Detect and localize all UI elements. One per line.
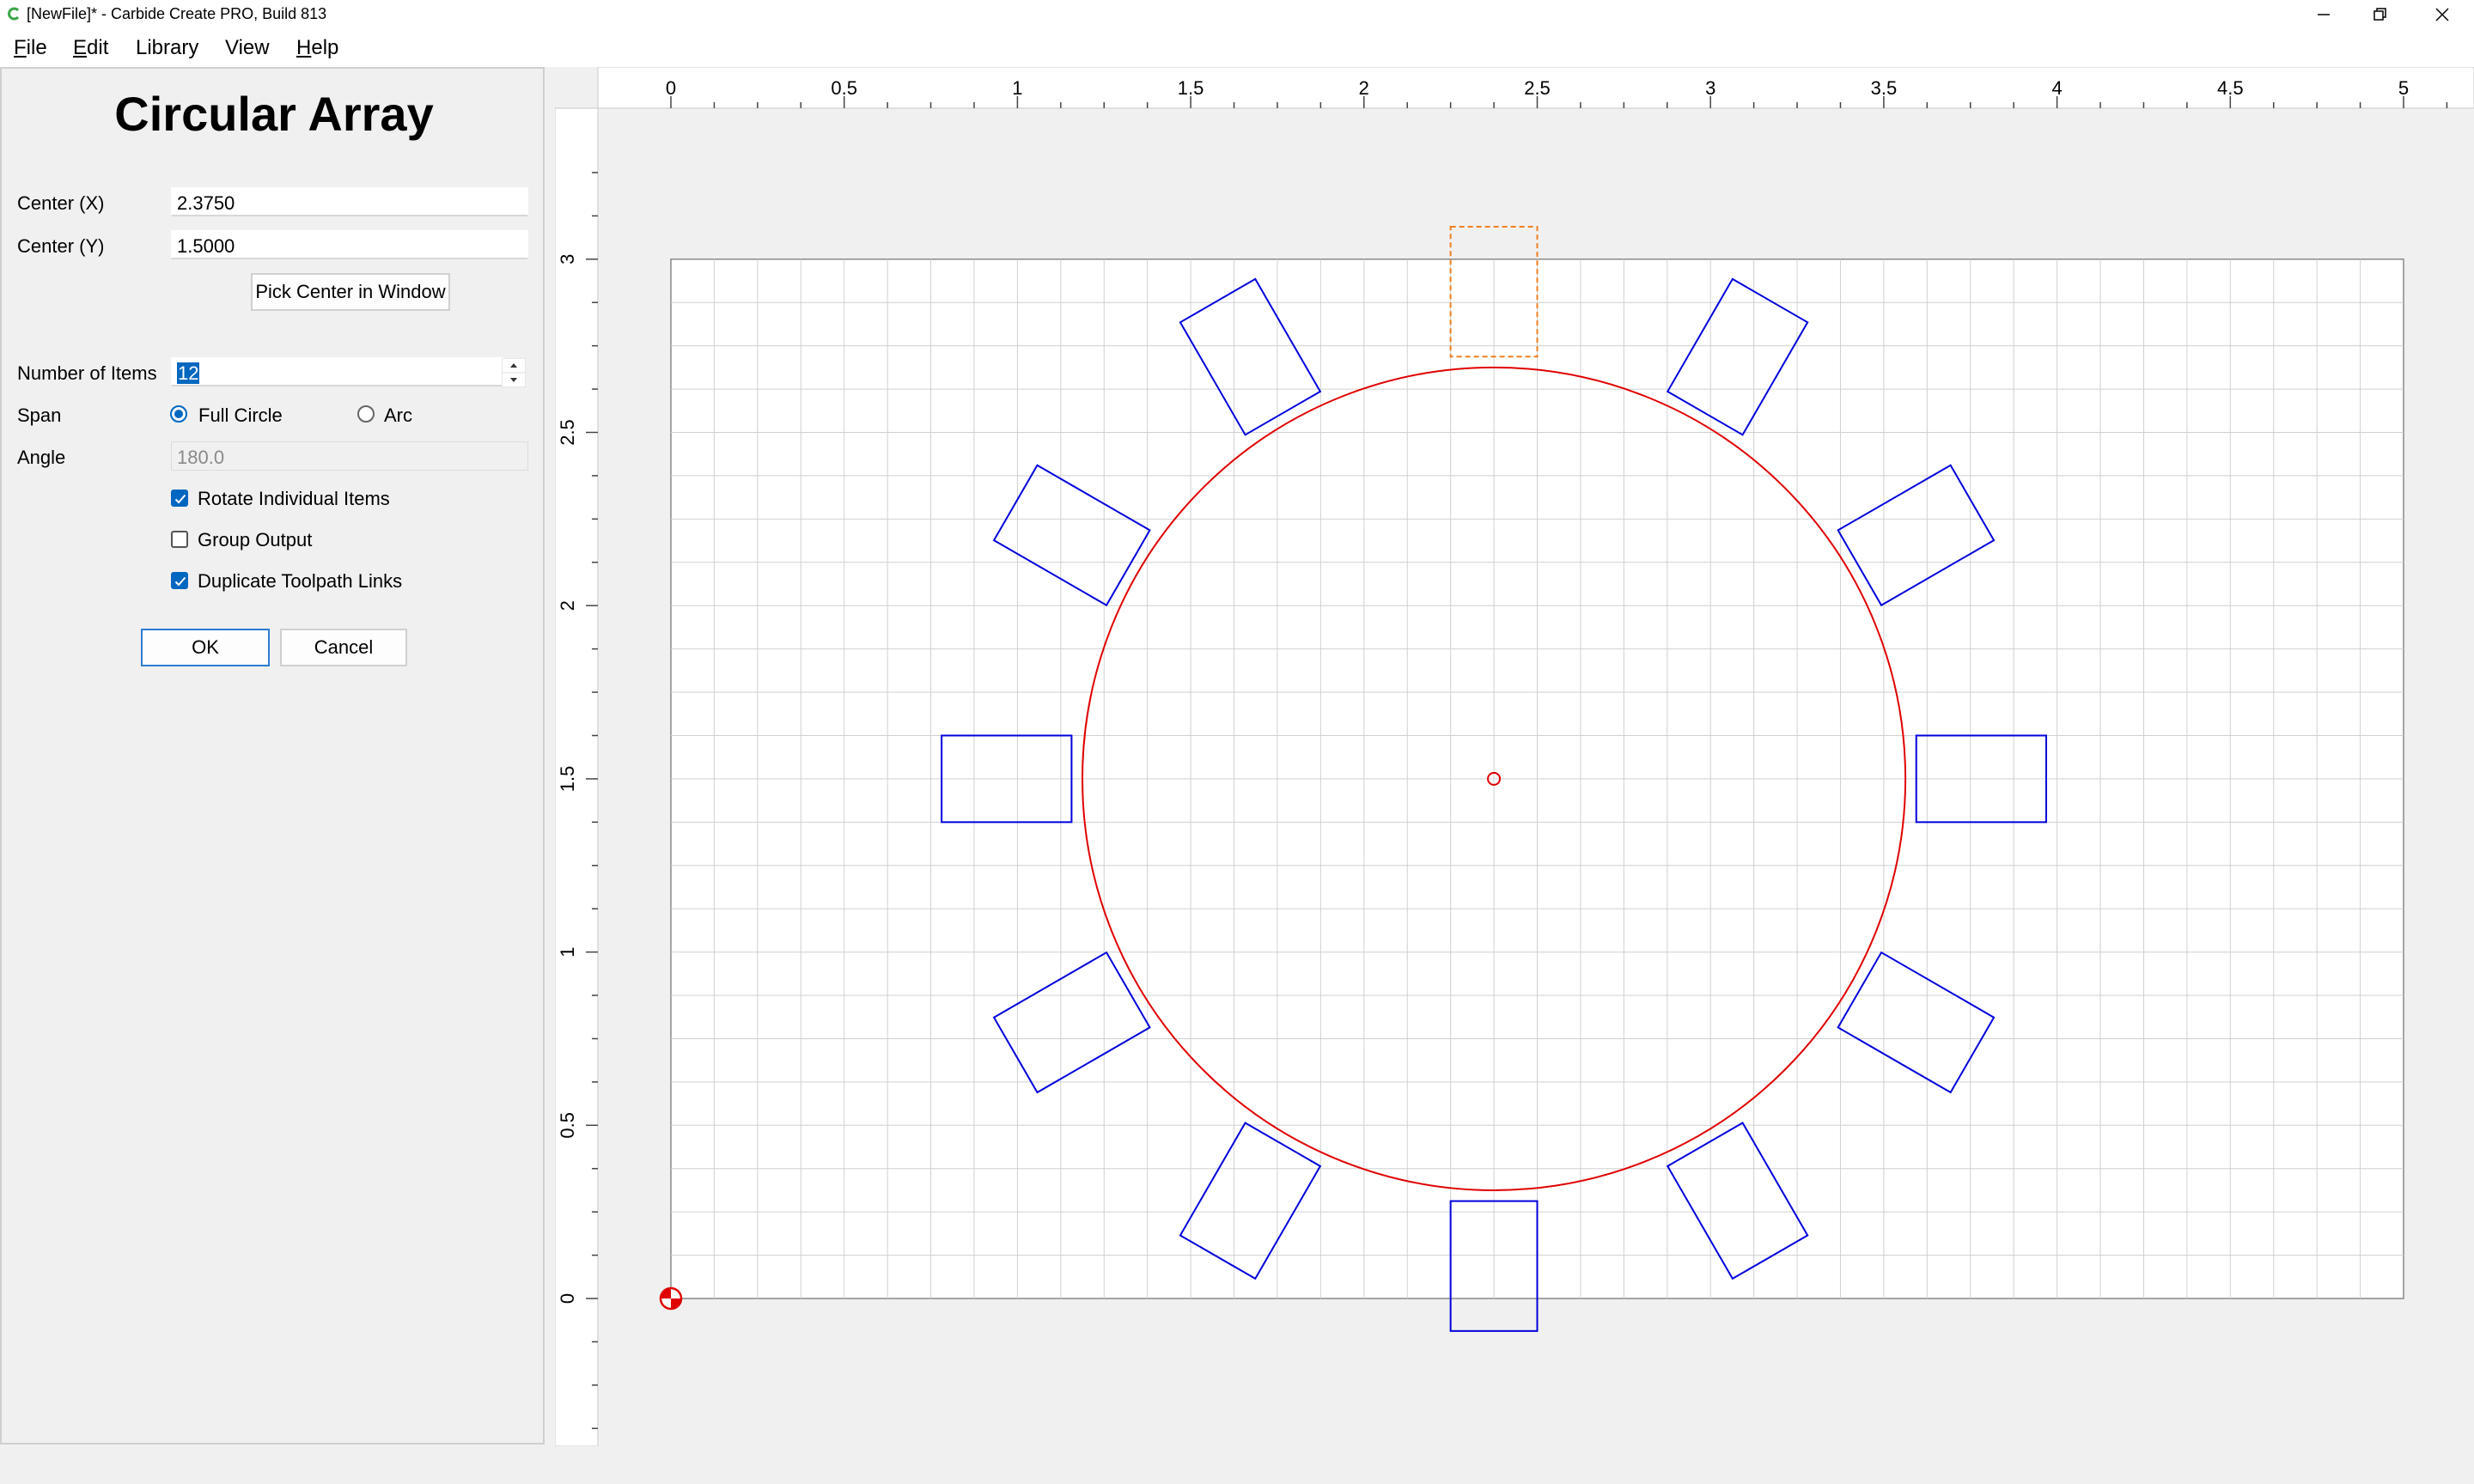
menu-view[interactable]: View	[225, 36, 270, 59]
span-label: Span	[17, 404, 62, 426]
menu-file[interactable]: File	[14, 36, 47, 59]
array-item	[1179, 277, 1322, 436]
array-center-marker	[1487, 771, 1502, 786]
center-x-input[interactable]: 2.3750	[171, 187, 528, 216]
pick-center-button[interactable]: Pick Center in Window	[251, 273, 450, 311]
window-title: [NewFile]* - Carbide Create PRO, Build 8…	[27, 5, 327, 22]
group-output-checkbox[interactable]	[171, 531, 188, 548]
center-y-label: Center (Y)	[17, 235, 105, 257]
title-bar[interactable]: [NewFile]* - Carbide Create PRO, Build 8…	[0, 0, 2474, 29]
checkmark-icon	[174, 494, 186, 504]
x-ruler-label: 5	[2398, 77, 2409, 99]
origin-quadrant	[661, 1288, 671, 1298]
design-canvas-area[interactable]: 0 0.5 1 1.5 2 2.5 3 3.5 4 4.5 5 0 0.5 1 1.5 2 2.5 3	[555, 67, 2474, 1446]
panel-title: Circular Array	[114, 87, 434, 141]
y-ruler-label: 0.5	[557, 1112, 578, 1139]
x-ruler-label: 3	[1705, 77, 1715, 99]
group-output-label[interactable]: Group Output	[198, 529, 313, 550]
origin-quadrant	[671, 1298, 681, 1309]
x-ruler-label: 0.5	[831, 77, 857, 99]
stepper-down-icon[interactable]	[510, 378, 517, 382]
x-ruler-label: 1.5	[1178, 77, 1204, 99]
num-items-stepper[interactable]	[502, 358, 526, 387]
array-item	[941, 734, 1073, 824]
circular-array-panel: Circular Array Center (X) 2.3750 Center …	[0, 67, 545, 1444]
restore-button[interactable]	[2342, 0, 2419, 29]
y-ruler-label: 1.5	[557, 766, 578, 793]
span-full-circle-radio[interactable]	[170, 405, 187, 423]
duplicate-links-checkbox[interactable]	[171, 572, 188, 589]
num-items-value: 12	[177, 362, 200, 384]
design-canvas[interactable]: 0 0.5 1 1.5 2 2.5 3 3.5 4 4.5 5 0 0.5 1 1.5 2 2.5 3	[555, 67, 2474, 1446]
y-ruler-label: 1	[557, 946, 578, 957]
cancel-button[interactable]: Cancel	[280, 629, 407, 666]
restore-icon	[2373, 8, 2386, 21]
minimize-button[interactable]	[2285, 0, 2362, 29]
array-item	[1837, 951, 1996, 1094]
x-ruler-label: 0	[666, 77, 676, 99]
array-item	[1915, 734, 2048, 824]
center-x-label: Center (X)	[17, 192, 105, 214]
array-item	[1179, 1122, 1322, 1280]
array-item	[1666, 1122, 1809, 1280]
x-ruler-label: 2.5	[1524, 77, 1551, 99]
stepper-up-icon[interactable]	[510, 363, 517, 368]
y-ruler-label: 3	[557, 254, 578, 265]
checkmark-icon	[174, 576, 186, 587]
menu-library[interactable]: Library	[136, 36, 199, 59]
origin-icon	[659, 1286, 683, 1311]
ok-button[interactable]: OK	[141, 629, 270, 666]
y-ruler-label: 2	[557, 600, 578, 611]
center-y-input[interactable]: 1.5000	[171, 230, 528, 259]
y-ruler-label: 0	[557, 1293, 578, 1304]
left-ruler	[555, 107, 599, 1446]
x-ruler-label: 3.5	[1871, 77, 1898, 99]
array-item	[992, 464, 1151, 607]
x-ruler-label: 4.5	[2217, 77, 2244, 99]
array-circle	[1082, 366, 1907, 1191]
span-arc-radio[interactable]	[357, 405, 375, 423]
num-items-label: Number of Items	[17, 362, 157, 384]
rotate-items-label[interactable]: Rotate Individual Items	[198, 488, 390, 509]
close-button[interactable]	[2404, 0, 2474, 29]
array-item-selected	[1449, 225, 1539, 358]
minimize-icon	[2318, 14, 2330, 15]
span-full-circle-label[interactable]: Full Circle	[198, 404, 283, 426]
x-ruler-label: 4	[2051, 77, 2062, 99]
close-icon	[2435, 8, 2449, 21]
rotate-items-checkbox[interactable]	[171, 490, 188, 507]
x-ruler-label: 2	[1359, 77, 1369, 99]
array-item	[992, 951, 1151, 1094]
array-item	[1666, 277, 1809, 436]
angle-input: 180.0	[171, 441, 528, 471]
top-ruler	[597, 67, 2474, 109]
menu-bar: File Edit Library View Help	[0, 29, 2474, 67]
span-arc-label[interactable]: Arc	[384, 404, 412, 426]
duplicate-links-label[interactable]: Duplicate Toolpath Links	[198, 570, 403, 592]
x-ruler-label: 1	[1012, 77, 1022, 99]
carbide-c-icon	[8, 7, 20, 21]
num-items-input[interactable]: 12	[171, 357, 504, 386]
y-ruler-label: 2.5	[557, 419, 578, 446]
array-item	[1449, 1200, 1539, 1332]
array-item	[1837, 464, 1996, 607]
angle-label: Angle	[17, 447, 66, 468]
menu-edit[interactable]: Edit	[73, 36, 109, 59]
menu-help[interactable]: Help	[296, 36, 339, 59]
